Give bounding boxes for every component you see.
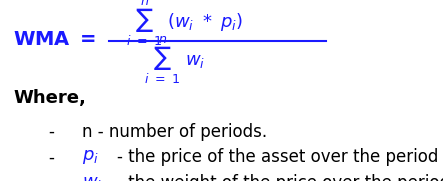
- Text: $\sum_{i\ =\ 1}^{n}\ (w_i\ *\ p_i)$: $\sum_{i\ =\ 1}^{n}\ (w_i\ *\ p_i)$: [126, 0, 244, 48]
- Text: Where,: Where,: [13, 89, 86, 107]
- Text: n - number of periods.: n - number of periods.: [82, 123, 267, 141]
- Text: -: -: [49, 174, 54, 181]
- Text: $w_i$: $w_i$: [82, 174, 102, 181]
- Text: - the price of the asset over the period i.: - the price of the asset over the period…: [117, 148, 443, 167]
- Text: -: -: [49, 148, 54, 167]
- Text: $\sum_{i\ =\ 1}^{n}\ w_i$: $\sum_{i\ =\ 1}^{n}\ w_i$: [144, 35, 205, 86]
- Text: $p_i$: $p_i$: [82, 148, 99, 167]
- Text: $\mathbf{WMA\ =}$: $\mathbf{WMA\ =}$: [13, 30, 96, 49]
- Text: - the weight of the price over the period i.: - the weight of the price over the perio…: [117, 174, 443, 181]
- Text: -: -: [49, 123, 54, 141]
